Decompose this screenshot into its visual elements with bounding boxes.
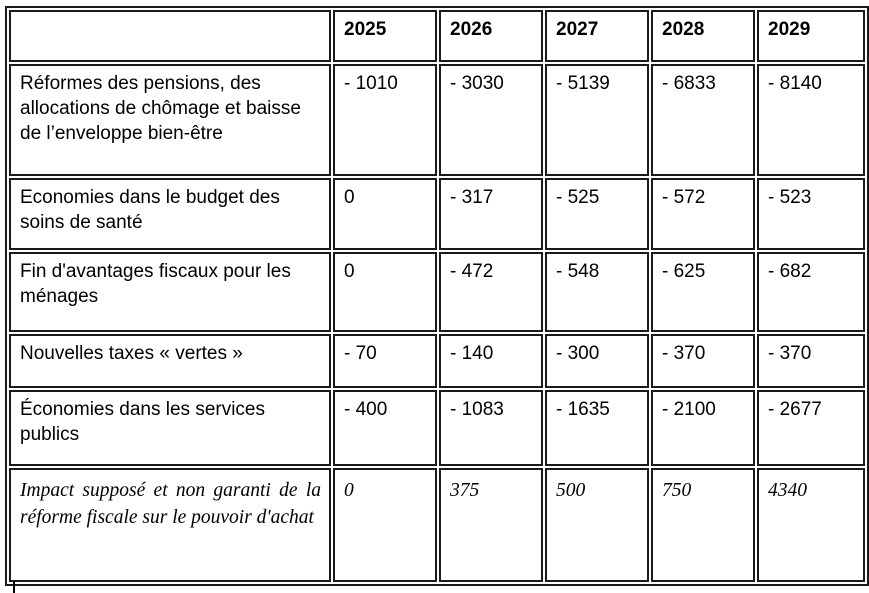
row-label: Réformes des pensions, des allocations d… [9,64,331,176]
value-cell: 0 [333,468,437,582]
row-label: Nouvelles taxes « vertes » [9,334,331,388]
value-cell: - 1635 [545,390,649,466]
value-cell: - 6833 [651,64,755,176]
value-cell: - 70 [333,334,437,388]
table-row-impact-reforme-fiscale: Impact supposé et non garanti de la réfo… [9,468,865,582]
row-label: Économies dans les services publics [9,390,331,466]
header-cell-2029: 2029 [757,10,865,62]
row-label: Economies dans le budget des soins de sa… [9,178,331,250]
value-cell: - 2677 [757,390,865,466]
value-cell: - 525 [545,178,649,250]
value-cell: - 317 [439,178,543,250]
table-row-sante: Economies dans le budget des soins de sa… [9,178,865,250]
value-cell: - 572 [651,178,755,250]
header-row: 2025 2026 2027 2028 2029 [9,10,865,62]
header-cell-empty [9,10,331,62]
header-cell-2025: 2025 [333,10,437,62]
table-row-taxes-vertes: Nouvelles taxes « vertes » - 70 - 140 - … [9,334,865,388]
value-cell: - 523 [757,178,865,250]
value-cell: - 400 [333,390,437,466]
value-cell: 500 [545,468,649,582]
cursor-tick-mark [13,582,15,593]
value-cell: - 1010 [333,64,437,176]
value-cell: - 682 [757,252,865,332]
header-cell-2026: 2026 [439,10,543,62]
value-cell: - 5139 [545,64,649,176]
value-cell: - 548 [545,252,649,332]
value-cell: - 140 [439,334,543,388]
table-row-pensions: Réformes des pensions, des allocations d… [9,64,865,176]
value-cell: - 370 [757,334,865,388]
value-cell: - 625 [651,252,755,332]
row-label: Impact supposé et non garanti de la réfo… [9,468,331,582]
value-cell: 0 [333,178,437,250]
header-cell-2027: 2027 [545,10,649,62]
header-cell-2028: 2028 [651,10,755,62]
table-row-avantages-fiscaux: Fin d'avantages fiscaux pour les ménages… [9,252,865,332]
value-cell: - 300 [545,334,649,388]
value-cell: - 2100 [651,390,755,466]
table-row-services-publics: Économies dans les services publics - 40… [9,390,865,466]
value-cell: - 3030 [439,64,543,176]
value-cell: - 472 [439,252,543,332]
value-cell: - 1083 [439,390,543,466]
value-cell: 375 [439,468,543,582]
row-label: Fin d'avantages fiscaux pour les ménages [9,252,331,332]
value-cell: 4340 [757,468,865,582]
value-cell: - 8140 [757,64,865,176]
budget-measures-table: 2025 2026 2027 2028 2029 Réformes des pe… [5,6,869,586]
value-cell: 0 [333,252,437,332]
value-cell: 750 [651,468,755,582]
value-cell: - 370 [651,334,755,388]
